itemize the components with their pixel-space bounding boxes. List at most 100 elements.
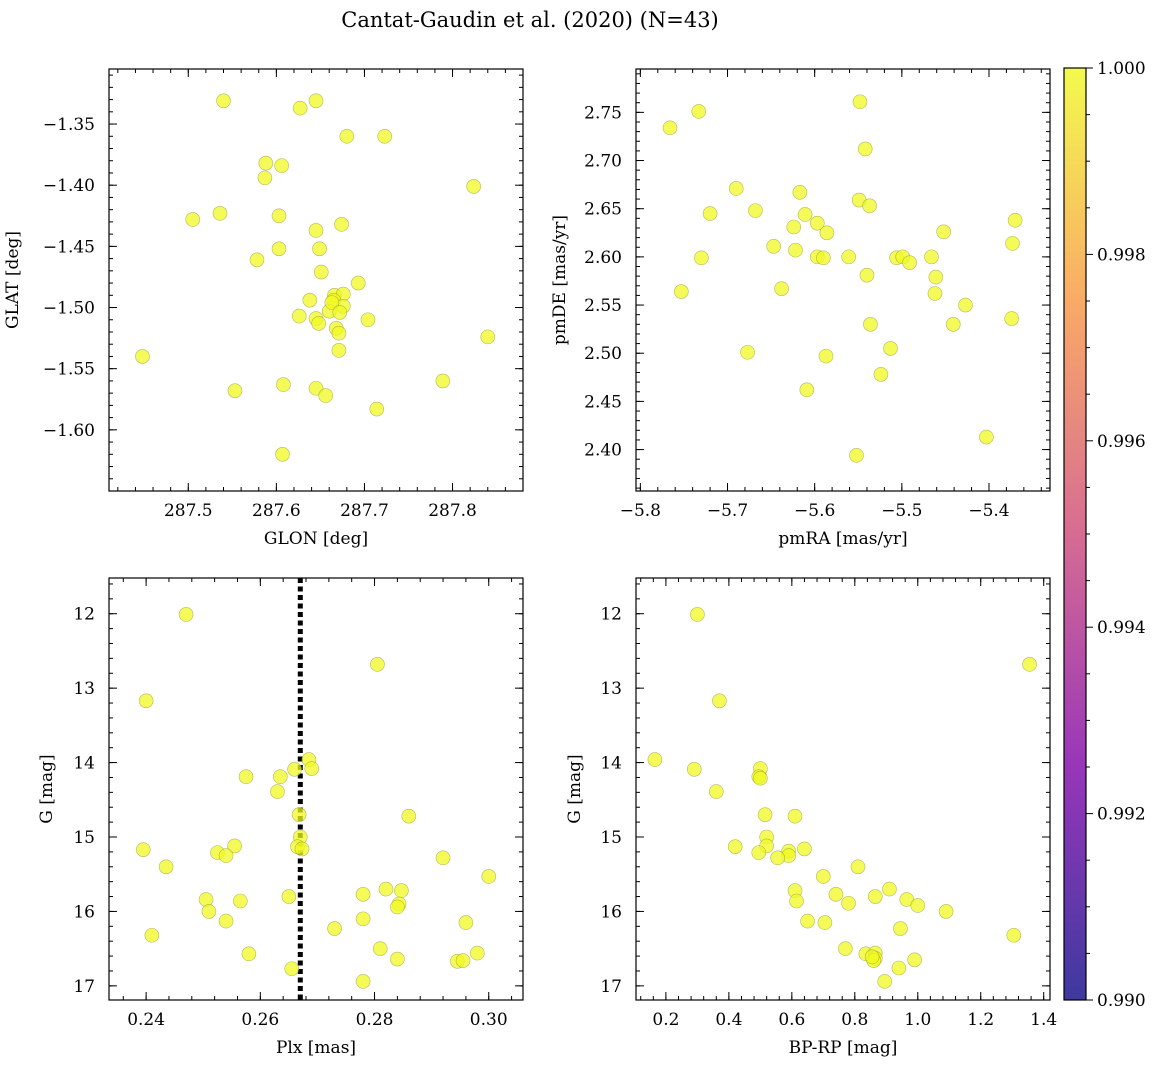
colorbar-tick-label: 0.996 (1097, 432, 1146, 452)
scatter-point (958, 297, 973, 313)
scatter-point (324, 295, 340, 310)
x-axis-label: GLON [deg] (264, 529, 368, 549)
scatter-point (355, 887, 371, 902)
scatter-point (302, 292, 318, 308)
scatter-point (350, 275, 366, 291)
y-tick-label: 15 (73, 828, 95, 848)
panels-group: 287.5 287.6 287.7 287.8 −1.35 −1.40 −1.45 −1.50… (3, 68, 1057, 1058)
y-tick-label: 2.70 (584, 152, 622, 172)
scatter-point (370, 657, 385, 672)
x-tick-label: −5.6 (794, 501, 835, 521)
scatter-points (662, 94, 1023, 463)
scatter-point (227, 383, 243, 398)
scatter-point (212, 206, 228, 221)
scatter-point (691, 104, 707, 119)
scatter-point (797, 841, 812, 857)
scatter-point (893, 921, 908, 936)
scatter-points (135, 578, 497, 1000)
scatter-point (287, 761, 302, 777)
scatter-point (158, 859, 174, 875)
scatter-point (757, 807, 773, 822)
x-tick-label: −5.7 (707, 501, 748, 521)
scatter-point (308, 93, 324, 109)
y-axis-label: G [mag] (565, 754, 585, 823)
scatter-point (662, 120, 678, 136)
scatter-point (281, 889, 297, 904)
scatter-point (867, 889, 883, 904)
scatter-point (308, 223, 324, 238)
scatter-point (201, 904, 217, 919)
scatter-point (712, 693, 727, 709)
scatter-point (144, 927, 160, 943)
scatter-point (372, 941, 388, 956)
figure-title: Cantat-Gaudin et al. (2020) (N=43) (341, 8, 719, 32)
scatter-point (339, 128, 355, 144)
y-tick-label: 2.60 (584, 248, 622, 268)
scatter-point (481, 869, 497, 884)
axes-frame (635, 68, 1051, 492)
y-tick-label: −1.60 (43, 421, 95, 441)
x-tick-label: 1.4 (1030, 1010, 1057, 1030)
y-tick-label: 12 (600, 605, 622, 625)
x-tick-label: 1.2 (967, 1010, 994, 1030)
x-tick-label: 1.0 (904, 1010, 931, 1030)
scatter-point (740, 344, 755, 360)
scatter-point (313, 264, 329, 280)
y-tick-label: −1.50 (43, 299, 95, 319)
x-axis-label: pmRA [mas/yr] (778, 529, 907, 549)
scatter-point (751, 845, 767, 860)
scatter-point (727, 839, 743, 854)
x-axis-label: BP-RP [mag] (789, 1038, 898, 1058)
scatter-point (910, 898, 926, 913)
scatter-point (877, 974, 893, 989)
y-tick-label: 2.50 (584, 344, 622, 364)
scatter-point (873, 367, 889, 382)
scatter-point (435, 850, 451, 866)
scatter-point (938, 904, 954, 919)
colorbar: 0.990 0.992 0.994 0.996 0.998 1.000 (1063, 59, 1146, 1011)
scatter-point (369, 401, 385, 417)
y-axis-label: G [mag] (37, 754, 57, 823)
scatter-point (936, 224, 951, 240)
scatter-point (686, 761, 702, 777)
scatter-point (331, 343, 347, 358)
y-tick-label: 14 (73, 754, 95, 774)
scatter-point (360, 312, 376, 328)
scatter-point (859, 267, 875, 283)
scatter-point (828, 887, 844, 902)
y-tick-label: 2.45 (584, 392, 622, 412)
scatter-point (774, 281, 789, 296)
scatter-point (817, 915, 833, 930)
scatter-point (841, 895, 856, 911)
x-tick-label: 0.8 (841, 1010, 868, 1030)
scatter-point (401, 808, 417, 824)
ticks (109, 578, 523, 1000)
y-tick-label: 2.75 (584, 103, 622, 123)
scatter-point (907, 952, 922, 968)
axes-frame (108, 68, 524, 492)
x-tick-label: 0.24 (127, 1010, 165, 1030)
scatter-point (185, 212, 200, 227)
scatter-point (138, 693, 154, 709)
y-tick-label: 2.65 (584, 200, 622, 220)
scatter-point (257, 170, 273, 186)
x-tick-label: −5.8 (620, 501, 661, 521)
x-tick-label: −5.5 (881, 501, 922, 521)
scatter-point (304, 761, 320, 776)
panel-2: −5.8 −5.7 −5.6 −5.5 −5.4 2.40 2.45 2.50 2.55 2.60… (550, 68, 1051, 549)
scatter-point (470, 945, 485, 961)
scatter-point (748, 203, 763, 218)
scatter-point (233, 893, 248, 909)
scatter-point (218, 913, 234, 929)
scatter-point (480, 329, 496, 345)
y-tick-label: 16 (73, 902, 95, 922)
scatter-point (945, 317, 961, 332)
scatter-point (271, 241, 287, 257)
scatter-point (390, 951, 405, 967)
scatter-point (753, 770, 768, 786)
scatter-point (891, 960, 907, 976)
scatter-point (270, 784, 285, 799)
x-tick-label: 0.26 (241, 1010, 279, 1030)
scatter-point (273, 769, 288, 785)
